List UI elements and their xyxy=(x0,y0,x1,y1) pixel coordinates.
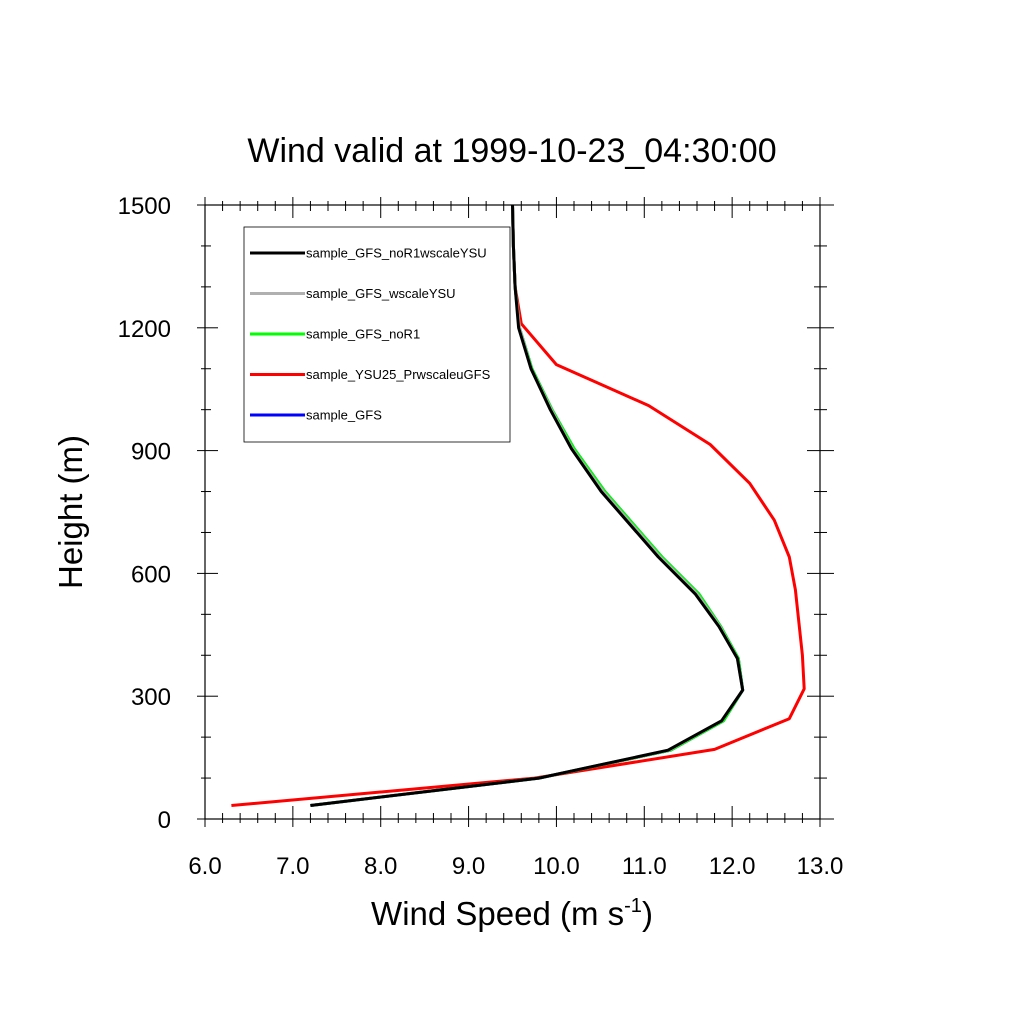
x-tick-label: 6.0 xyxy=(188,853,221,880)
legend-label: sample_GFS_noR1wscaleYSU xyxy=(306,246,487,261)
series-line xyxy=(310,204,745,807)
x-tick-label: 7.0 xyxy=(276,853,309,880)
legend-label: sample_YSU25_PrwscaleuGFS xyxy=(306,367,491,382)
x-tick-label: 8.0 xyxy=(364,853,397,880)
legend-label: sample_GFS_wscaleYSU xyxy=(306,286,456,301)
x-axis-label: Wind Speed (m s-1) xyxy=(371,895,653,932)
x-tick-label: 13.0 xyxy=(797,853,844,880)
y-tick-label: 0 xyxy=(158,807,171,834)
legend-items: sample_GFS_noR1wscaleYSU sample_GFS_wscal… xyxy=(250,246,491,423)
legend: sample_GFS_noR1wscaleYSU sample_GFS_wscal… xyxy=(243,226,511,443)
y-tick-label: 1200 xyxy=(118,316,171,343)
y-tick-labels: 0 300 600 900 1200 1500 xyxy=(118,193,171,834)
y-tick-label: 900 xyxy=(131,439,171,466)
y-tick-label: 600 xyxy=(131,561,171,588)
x-tick-label: 12.0 xyxy=(709,853,756,880)
y-axis-label: Height (m) xyxy=(52,435,89,589)
x-tick-label: 10.0 xyxy=(533,853,580,880)
legend-label: sample_GFS_noR1 xyxy=(306,327,420,342)
y-tick-label: 300 xyxy=(131,684,171,711)
plot-frame xyxy=(204,204,821,820)
x-tick-label: 11.0 xyxy=(622,853,667,880)
y-tick-label: 1500 xyxy=(118,193,171,220)
series-lines xyxy=(231,204,806,807)
legend-label: sample_GFS xyxy=(306,408,382,423)
x-tick-label: 9.0 xyxy=(452,853,485,880)
chart-title: Wind valid at 1999-10-23_04:30:00 xyxy=(247,132,776,170)
x-tick-labels: 6.0 7.0 8.0 9.0 10.0 11.0 12.0 13.0 xyxy=(188,853,843,880)
